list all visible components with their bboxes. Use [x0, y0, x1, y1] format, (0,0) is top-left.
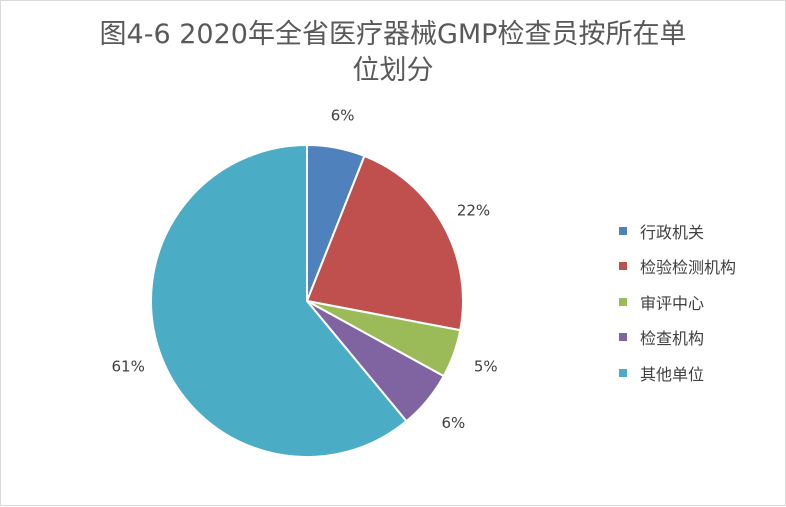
- legend-swatch: [619, 262, 627, 271]
- pie-slices: [150, 143, 464, 458]
- legend-item: 检查机构: [619, 320, 779, 356]
- legend-swatch: [619, 333, 627, 342]
- legend-item: 其他单位: [619, 355, 779, 391]
- legend-label: 审评中心: [640, 293, 705, 313]
- legend-swatch: [619, 226, 627, 235]
- pie-value-labels: 6% 22% 5% 6% 61%: [112, 106, 498, 432]
- legend-item: 审评中心: [619, 284, 779, 320]
- legend: 行政机关 检验检测机构 审评中心 检查机构 其他单位: [619, 213, 779, 391]
- pie-slice: [150, 143, 408, 458]
- pie-value-label: 6%: [442, 414, 466, 432]
- pie-value-label: 61%: [112, 357, 145, 375]
- legend-label: 检查机构: [640, 329, 705, 349]
- legend-item: 检验检测机构: [619, 249, 779, 285]
- chart-title-line-1: 图4-6 2020年全省医疗器械GMP检查员按所在单: [99, 19, 687, 50]
- legend-swatch: [619, 297, 627, 306]
- pie-value-label: 22%: [457, 202, 490, 220]
- chart-title: 图4-6 2020年全省医疗器械GMP检查员按所在单 位划分: [61, 17, 725, 89]
- legend-label: 其他单位: [640, 364, 705, 384]
- legend-swatch: [619, 368, 627, 377]
- legend-label: 行政机关: [640, 222, 705, 242]
- pie-value-label: 6%: [331, 106, 355, 124]
- pie-slice: [305, 154, 464, 332]
- legend-item: 行政机关: [619, 213, 779, 249]
- legend-label: 检验检测机构: [640, 258, 737, 278]
- pie-value-label: 5%: [474, 357, 498, 375]
- chart-title-line-2: 位划分: [352, 55, 434, 86]
